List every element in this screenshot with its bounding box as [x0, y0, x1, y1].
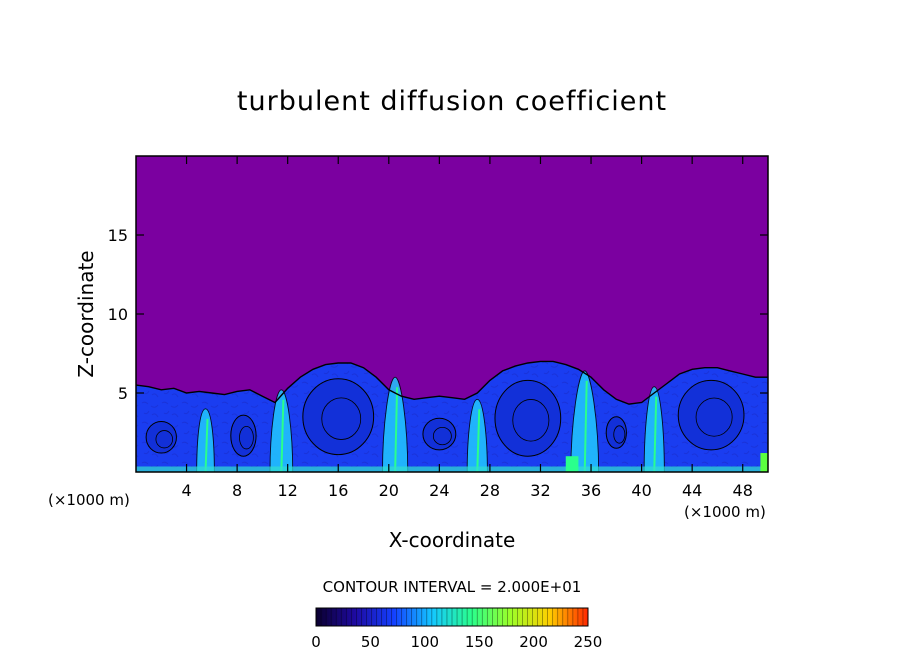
- y-tick-label: 5: [118, 384, 128, 403]
- y-tick-label: 15: [108, 226, 128, 245]
- y-tick-label: 10: [108, 305, 128, 324]
- updraft-plume: [466, 398, 488, 472]
- plot-area: [136, 156, 768, 472]
- x-tick-label: 36: [581, 481, 601, 500]
- surface-maximum: [565, 456, 579, 472]
- colorbar-tick-label: 150: [465, 633, 494, 651]
- plume-core: [280, 399, 285, 472]
- colorbar-tick-label: 50: [361, 633, 380, 651]
- x-tick-label: 28: [480, 481, 500, 500]
- eddy-contour: [432, 426, 452, 446]
- eddy-contour: [155, 430, 174, 449]
- plume-core: [653, 396, 658, 472]
- eddy-contour: [239, 425, 254, 450]
- eddy-core: [677, 379, 745, 451]
- x-tick-label: 40: [631, 481, 651, 500]
- x-tick-label: 24: [429, 481, 449, 500]
- plume-core: [394, 387, 399, 472]
- eddy-core: [605, 416, 627, 449]
- x-unit-left: (×1000 m): [48, 491, 130, 509]
- eddy-core: [145, 420, 177, 454]
- eddy-core: [302, 378, 375, 456]
- updraft-plume: [643, 386, 665, 472]
- x-tick-label: 8: [232, 481, 242, 500]
- plume-core: [583, 380, 588, 472]
- surface-layer: [136, 466, 768, 472]
- updraft-plume: [382, 376, 409, 472]
- y-axis-ticks: 5 10 15: [108, 226, 768, 403]
- eddy-core: [422, 417, 457, 451]
- colorbar-bands: [320, 608, 584, 626]
- eddy-contour: [321, 397, 362, 440]
- boundary-layer-edge-contour: [136, 360, 768, 405]
- updraft-plume: [196, 408, 215, 472]
- eddy-core: [230, 414, 257, 457]
- updraft-plume: [269, 389, 294, 472]
- x-axis-label: X-coordinate: [389, 528, 516, 552]
- x-tick-label: 48: [733, 481, 753, 500]
- x-tick-label: 4: [181, 481, 191, 500]
- plume-core: [476, 409, 481, 472]
- colorbar-tick-label: 200: [519, 633, 548, 651]
- x-tick-label: 16: [328, 481, 348, 500]
- colorbar-tick-label: 250: [574, 633, 603, 651]
- eddy-contour: [613, 425, 626, 444]
- updraft-plume: [570, 370, 600, 472]
- contour-interval-label: CONTOUR INTERVAL = 2.000E+01: [322, 578, 582, 596]
- surface-maximum: [760, 453, 768, 472]
- eddy-structures: [136, 361, 768, 472]
- x-tick-label: 20: [379, 481, 399, 500]
- x-tick-label: 12: [278, 481, 298, 500]
- colorbar: 0 50 100 150 200 250: [311, 607, 602, 651]
- eddy-core: [494, 379, 562, 457]
- x-tick-label: 32: [530, 481, 550, 500]
- eddy-contour: [512, 399, 550, 442]
- colorbar-tick-label: 100: [410, 633, 439, 651]
- x-unit-right: (×1000 m): [684, 503, 766, 521]
- eddy-contour: [695, 397, 733, 437]
- plume-core: [204, 418, 209, 472]
- colorbar-tick-label: 0: [311, 633, 321, 651]
- colorbar-frame: [315, 607, 589, 627]
- colorbar-tick-labels: 0 50 100 150 200 250: [311, 633, 602, 651]
- x-tick-label: 44: [682, 481, 702, 500]
- x-axis-ticks: 4 8 12 16 20 24 28 32 36 40 44 48: [181, 156, 753, 500]
- y-axis-label: Z-coordinate: [74, 250, 98, 377]
- chart-title: turbulent diffusion coefficient: [236, 86, 668, 117]
